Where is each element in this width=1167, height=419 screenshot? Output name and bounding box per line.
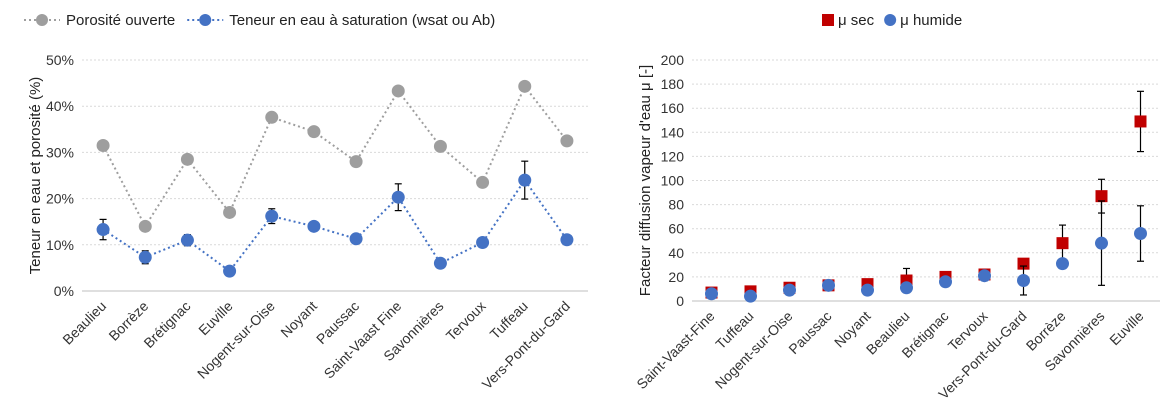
series-1 <box>96 160 574 278</box>
data-point <box>433 256 447 270</box>
y-tick-label: 10% <box>46 237 74 253</box>
y-tick-label: 200 <box>661 52 685 68</box>
data-point <box>349 155 363 169</box>
series-1 <box>705 200 1147 303</box>
y-tick-label: 0 <box>676 293 684 309</box>
data-point <box>822 278 835 292</box>
y-tick-label: 140 <box>661 124 685 140</box>
data-point <box>861 283 874 297</box>
data-point <box>783 283 796 297</box>
legend-marker <box>884 14 897 26</box>
x-tick-label: Tervoux <box>443 298 489 344</box>
chart-vapour-diffusion-factor: 0 20 40 60 80 100 120 140 160 180 200 Saint-Vaast-F… <box>633 12 1160 402</box>
legend-label: μ sec <box>838 12 875 29</box>
data-point <box>1017 274 1030 288</box>
data-point <box>744 289 757 303</box>
legend: Porosité ouverte Teneur en eau à saturati… <box>24 12 495 29</box>
data-point <box>138 219 152 233</box>
data-point <box>978 269 991 283</box>
y-tick-label: 40% <box>46 98 74 114</box>
data-point <box>939 275 952 289</box>
data-point <box>433 139 447 153</box>
data-point <box>518 173 532 187</box>
chart-porosity-water-content: 0%10%20%30%40%50%BeaulieuBorrèzeBrétigna… <box>24 12 588 392</box>
y-tick-label: 120 <box>661 148 685 164</box>
data-point <box>391 84 405 98</box>
y-tick-label: 80 <box>668 197 684 213</box>
y-tick-label: 160 <box>661 100 685 116</box>
series-0 <box>705 90 1147 299</box>
data-point <box>1095 190 1108 203</box>
x-tick-label: Nogent-sur-Oise <box>194 298 278 382</box>
y-axis-title: Teneur en eau et porosité (%) <box>27 77 44 275</box>
x-tick-label: Euville <box>195 298 236 339</box>
y-tick-label: 100 <box>661 173 685 189</box>
series-line <box>102 84 568 229</box>
legend-label: Teneur en eau à saturation (wsat ou Ab) <box>229 12 495 29</box>
data-point <box>391 190 405 204</box>
data-point <box>307 219 321 233</box>
x-tick-label: Brétignac <box>140 298 193 351</box>
x-tick-label: Saint-Vaast-Fine <box>633 308 717 392</box>
data-point <box>518 79 532 93</box>
data-point <box>1134 227 1147 241</box>
y-tick-label: 60 <box>668 221 684 237</box>
x-tick-label: Saint-Vaast Fine <box>321 298 405 382</box>
y-tick-label: 20% <box>46 191 74 207</box>
data-point <box>223 264 237 278</box>
series-line <box>102 178 568 273</box>
data-point <box>265 110 279 124</box>
data-point <box>96 223 110 237</box>
data-point <box>1056 237 1069 250</box>
data-point <box>705 287 718 301</box>
legend-marker <box>199 14 212 26</box>
data-point <box>1134 115 1147 128</box>
legend-label: μ humide <box>900 12 962 29</box>
y-tick-label: 40 <box>668 245 684 261</box>
y-tick-label: 0% <box>54 283 74 299</box>
data-point <box>96 138 110 152</box>
legend-marker <box>822 14 834 26</box>
data-point <box>349 232 363 246</box>
data-point <box>1056 257 1069 271</box>
series-0 <box>96 79 574 233</box>
x-tick-label: Beaulieu <box>59 298 109 348</box>
data-point <box>900 281 913 295</box>
data-point <box>265 209 279 223</box>
y-axis-title: Facteur diffusion vapeur d'eau μ [-] <box>637 65 654 296</box>
x-tick-label: Paussac <box>785 308 834 357</box>
legend: μ sec μ humide <box>822 12 962 29</box>
data-point <box>1095 236 1108 250</box>
data-point <box>560 134 574 148</box>
legend-marker <box>36 14 48 26</box>
data-point <box>180 152 194 166</box>
y-tick-label: 20 <box>668 269 684 285</box>
data-point <box>223 205 237 219</box>
y-tick-label: 50% <box>46 52 74 68</box>
data-point <box>307 125 321 139</box>
x-tick-label: Euville <box>1106 308 1147 349</box>
y-tick-label: 30% <box>46 144 74 160</box>
y-tick-label: 180 <box>661 76 685 92</box>
data-point <box>476 235 490 249</box>
data-point <box>138 250 152 264</box>
data-point <box>560 233 574 247</box>
legend-label: Porosité ouverte <box>66 12 175 29</box>
data-point <box>180 233 194 247</box>
data-point <box>476 175 490 189</box>
